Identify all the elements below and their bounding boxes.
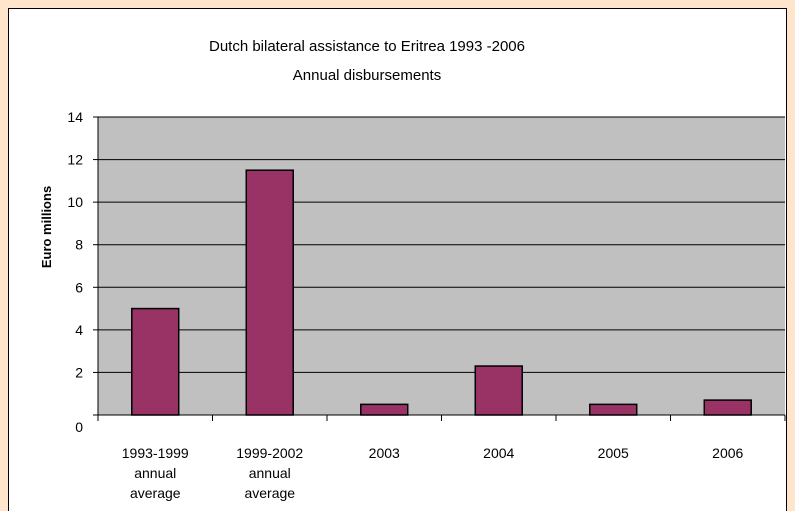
x-tick-label: 1993-1999 annual average [122,445,189,501]
y-tick-label: 2 [75,364,83,380]
bar [590,404,637,415]
y-tick-label: 14 [67,109,83,125]
bar [704,400,751,415]
y-tick-label: 4 [75,322,83,338]
x-tick-label: 2004 [483,445,514,461]
x-tick-label: 2006 [712,445,743,461]
bar [132,309,179,415]
y-tick-label: 8 [75,237,83,253]
x-tick-label: 1999-2002 annual average [236,445,303,501]
y-tick-label: 0 [75,419,83,435]
y-tick-label: 6 [75,279,83,295]
bar [475,366,522,415]
chart-subtitle: Annual disbursements [293,67,441,84]
x-tick-label: 2003 [369,445,400,461]
plot-area [98,117,785,415]
y-axis-label: Euro millions [39,186,54,268]
y-tick-label: 10 [67,194,83,210]
x-tick-label: 2005 [598,445,629,461]
bar [361,404,408,415]
bar [246,170,293,415]
y-tick-label: 12 [67,152,83,168]
chart-title: Dutch bilateral assistance to Eritrea 19… [209,38,525,55]
